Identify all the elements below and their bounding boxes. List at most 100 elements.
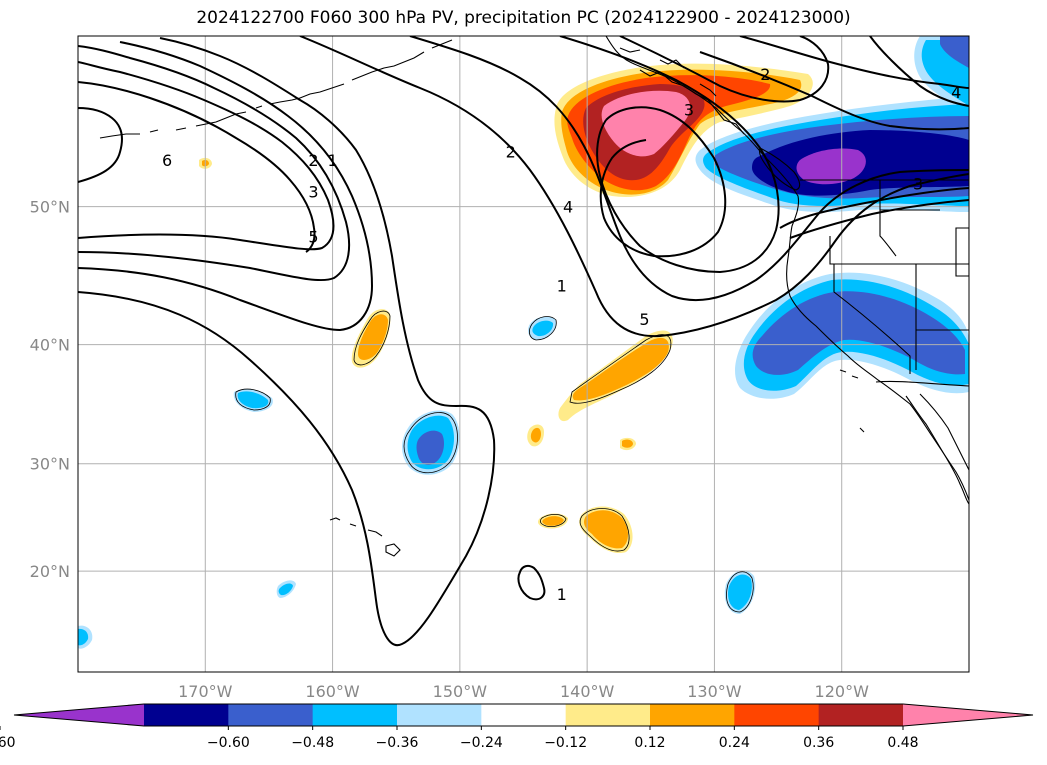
state-border [879, 180, 897, 257]
contour-label: 3 [308, 182, 318, 201]
positive-anomaly-area [358, 314, 388, 360]
map-frame [77, 35, 970, 673]
pv-contour [869, 36, 969, 107]
contour-label: 1 [557, 585, 567, 604]
colorbar: −0.60 −0.48 −0.36 −0.24 −0.12 0.12 0.24 0.36 0.4… [0, 703, 1034, 751]
pv-contour [78, 45, 351, 282]
pv-contour [789, 199, 969, 239]
contour-label: 2 [506, 143, 516, 162]
border-us-mexico [875, 380, 969, 387]
contour-label: 1 [557, 277, 567, 296]
negative-anomaly-area [416, 430, 444, 465]
contour-label: 3 [684, 100, 694, 119]
colorbar-segment [144, 704, 229, 726]
precip-negative-shading [78, 36, 969, 649]
negative-anomaly-area [78, 628, 89, 646]
negative-anomaly-area [532, 320, 554, 337]
positive-anomaly-area [530, 427, 541, 443]
negative-anomaly-area [728, 574, 752, 610]
colorbar-segment [481, 704, 567, 726]
aleutian-islands [99, 39, 453, 139]
contour-label: 4 [563, 198, 573, 217]
shading-outline [528, 316, 557, 341]
positive-anomaly-area [601, 90, 691, 157]
positive-anomaly-area [572, 337, 669, 401]
shading-outline [235, 388, 271, 411]
map-area [78, 36, 969, 672]
longitude-tick-label: 130°W [687, 682, 742, 701]
contour-label: 2 [760, 65, 770, 84]
colorbar-outline [13, 703, 1034, 727]
latitude-tick-label: 20°N [30, 562, 70, 581]
negative-anomaly-area [278, 583, 293, 596]
pv-contour [599, 106, 727, 258]
pv-contour [619, 36, 830, 103]
chart-title: 2024122700 F060 300 hPa PV, precipitatio… [196, 8, 851, 28]
alaska-panhandle-islands [619, 47, 745, 135]
colorbar-segment [397, 704, 482, 726]
pv-contour [699, 51, 969, 131]
colorbar-tick-label: −0.36 [376, 735, 419, 751]
pv-contour [517, 564, 546, 601]
colorbar-segment [565, 704, 651, 726]
north-america-coastline [605, 36, 969, 501]
shading-outline [403, 412, 458, 474]
colorbar-segment [734, 704, 820, 726]
contour-label: 2 [308, 151, 318, 170]
latitude-tick-labels: 50°N 40°N 30°N 20°N [30, 198, 70, 582]
state-border [833, 264, 911, 374]
colorbar-tick-label: 0.24 [719, 735, 750, 751]
pv-contour [78, 107, 123, 183]
positive-anomaly-area [584, 510, 628, 549]
pv-contour [409, 36, 969, 301]
baja-california-coastline [905, 395, 969, 505]
colorbar-tick-label: −0.12 [544, 735, 587, 751]
negative-anomaly-area [940, 36, 969, 68]
hawaiian-islands [329, 517, 401, 557]
contour-label: 3 [913, 175, 923, 194]
colorbar-extend-low [14, 704, 144, 726]
pv-contour [299, 36, 969, 338]
state-border [829, 236, 969, 265]
contour-label: 1 [327, 151, 337, 170]
precip-positive-shading [199, 63, 813, 554]
colorbar-tick-label: 0.60 [0, 735, 16, 751]
negative-anomaly-area [796, 148, 866, 185]
colorbar-extend-high [903, 704, 1033, 726]
shading-outline [353, 310, 391, 366]
colorbar-segment [312, 704, 398, 726]
colorbar-segment [650, 704, 735, 726]
colorbar-tick-label: 0.12 [634, 735, 665, 751]
positive-anomaly-area [622, 439, 633, 448]
latitude-tick-label: 50°N [30, 198, 70, 217]
colorbar-segment [818, 704, 904, 726]
shading-outlines [235, 310, 754, 613]
colorbar-tick-label: 0.36 [803, 735, 834, 751]
shading-outline [539, 513, 567, 527]
colorbar-segment [228, 704, 314, 726]
longitude-tick-label: 160°W [305, 682, 360, 701]
gulf-of-california-coastline [919, 393, 969, 471]
shading-outline [726, 571, 754, 613]
latitude-tick-label: 30°N [30, 455, 70, 474]
colorbar-tick-label: −0.24 [460, 735, 503, 751]
vancouver-island [758, 147, 801, 191]
pv-contour [78, 41, 374, 332]
pv-contour [78, 37, 496, 647]
longitude-tick-label: 120°W [815, 682, 870, 701]
contour-label: 5 [639, 310, 649, 329]
latitude-tick-label: 40°N [30, 336, 70, 355]
contour-label: 4 [951, 83, 961, 102]
contour-label: 6 [162, 151, 172, 170]
channel-islands [839, 369, 865, 433]
colorbar-tick-label: 0.48 [887, 735, 918, 751]
positive-anomaly-area [542, 516, 564, 526]
shading-outline [579, 508, 630, 552]
longitude-tick-label: 170°W [178, 682, 233, 701]
state-border [955, 227, 969, 277]
contour-label: 5 [308, 227, 318, 246]
negative-anomaly-area [237, 391, 269, 409]
pv-contours [78, 36, 969, 647]
pv-contour [78, 61, 335, 251]
